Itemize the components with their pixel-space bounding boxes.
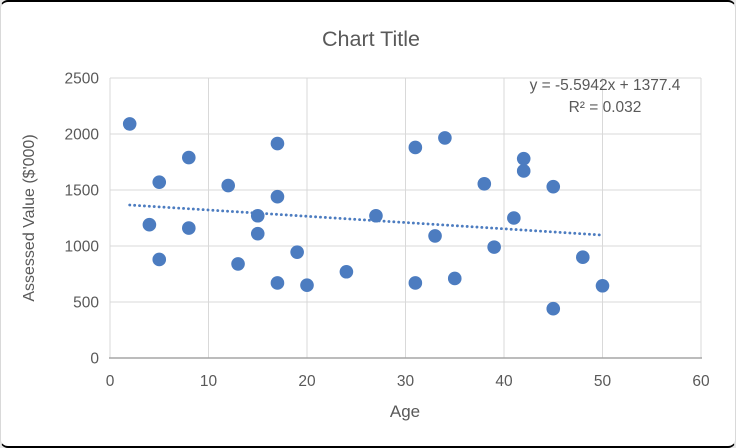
y-tick-label: 1000 bbox=[65, 239, 100, 256]
data-point[interactable] bbox=[477, 177, 492, 191]
data-point[interactable] bbox=[290, 245, 304, 259]
data-point[interactable] bbox=[516, 164, 531, 178]
y-tick-label: 1500 bbox=[65, 183, 100, 200]
data-point[interactable] bbox=[182, 221, 196, 235]
chart-title: Chart Title bbox=[322, 27, 420, 51]
data-point[interactable] bbox=[428, 229, 442, 243]
tick-labels-group: 0 500 1000 1500 2000 2500 0 10 20 30 40 50 60 bbox=[65, 71, 710, 391]
data-point[interactable] bbox=[300, 278, 314, 293]
data-point[interactable] bbox=[270, 189, 285, 204]
data-point[interactable] bbox=[250, 208, 265, 223]
data-point[interactable] bbox=[221, 178, 235, 193]
x-tick-label: 50 bbox=[594, 373, 612, 390]
data-point[interactable] bbox=[595, 278, 610, 293]
data-point[interactable] bbox=[487, 240, 501, 254]
r-squared-label: R² = 0.032 bbox=[569, 99, 642, 116]
data-point[interactable] bbox=[142, 217, 157, 232]
data-point[interactable] bbox=[182, 150, 196, 165]
x-tick-label: 20 bbox=[298, 373, 316, 390]
data-point[interactable] bbox=[339, 264, 354, 279]
y-tick-label: 500 bbox=[73, 295, 99, 312]
data-point[interactable] bbox=[576, 250, 590, 264]
data-point[interactable] bbox=[369, 208, 383, 223]
data-point[interactable] bbox=[447, 271, 462, 286]
data-point[interactable] bbox=[250, 226, 265, 241]
data-point[interactable] bbox=[438, 131, 452, 145]
x-axis-title: Age bbox=[390, 402, 420, 421]
data-point[interactable] bbox=[408, 140, 423, 155]
x-tick-label: 40 bbox=[495, 373, 513, 390]
data-point[interactable] bbox=[546, 301, 561, 316]
data-point[interactable] bbox=[270, 136, 285, 151]
trendline[interactable] bbox=[128, 203, 604, 237]
trendline-equation: y = -5.5942x + 1377.4 bbox=[530, 77, 681, 94]
gridlines-group bbox=[109, 77, 702, 358]
x-tick-label: 30 bbox=[397, 373, 415, 390]
data-point[interactable] bbox=[507, 211, 521, 225]
y-tick-label: 0 bbox=[90, 351, 99, 368]
scatter-series-group[interactable] bbox=[122, 117, 610, 316]
y-tick-label: 2500 bbox=[65, 71, 100, 88]
trendline-group[interactable] bbox=[128, 203, 604, 237]
data-point[interactable] bbox=[546, 179, 561, 194]
y-tick-label: 2000 bbox=[65, 127, 100, 144]
data-point[interactable] bbox=[408, 276, 423, 290]
x-tick-label: 10 bbox=[200, 373, 218, 390]
x-tick-label: 0 bbox=[106, 373, 115, 390]
data-point[interactable] bbox=[231, 257, 245, 271]
data-point[interactable] bbox=[516, 151, 531, 166]
data-point[interactable] bbox=[152, 252, 167, 267]
x-tick-label: 60 bbox=[692, 373, 710, 390]
data-point[interactable] bbox=[152, 175, 167, 189]
y-axis-title: Assessed Value ($'000) bbox=[21, 134, 38, 301]
data-point[interactable] bbox=[270, 276, 285, 290]
data-point[interactable] bbox=[122, 117, 137, 131]
